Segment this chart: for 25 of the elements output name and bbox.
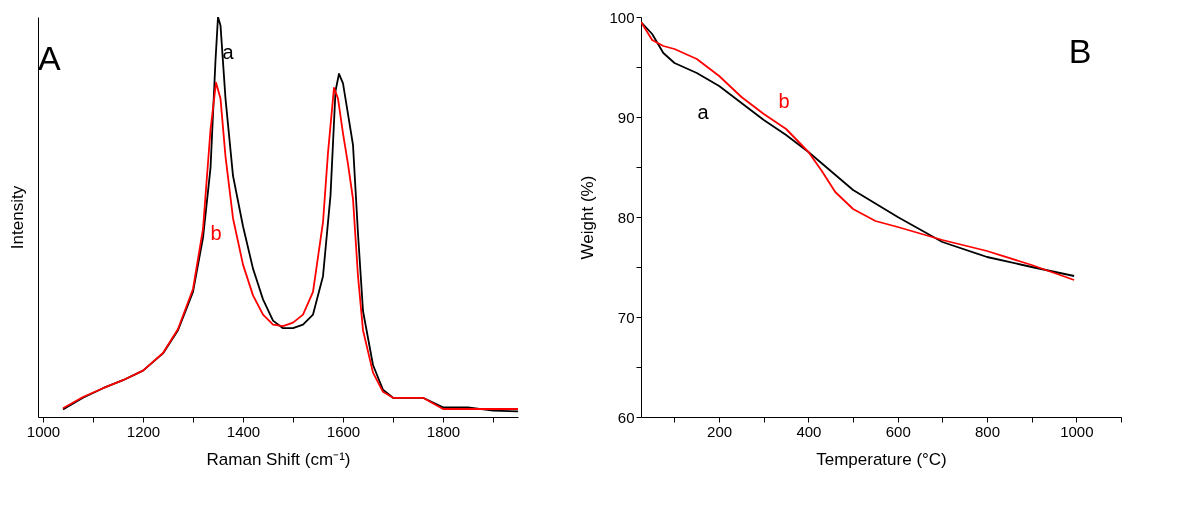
y-tick-label: 60 [617, 408, 635, 426]
x-tick-label: 1000 [26, 422, 61, 440]
y-tick-label: 70 [617, 308, 635, 326]
x-tick-label: 1800 [426, 422, 461, 440]
y-tick-label: 80 [617, 208, 635, 226]
y-tick-label: 100 [609, 8, 635, 26]
x-tick-label: 400 [796, 422, 822, 440]
x-tick-label: 1200 [126, 422, 161, 440]
x-axis-title: Raman Shift (cm⁻¹) [206, 449, 351, 469]
chart-title: B [1068, 32, 1092, 70]
x-tick-label: 1600 [326, 422, 361, 440]
text: A [38, 39, 61, 77]
y-axis-title: Intensity [7, 185, 27, 250]
series-label: a [697, 101, 710, 123]
series-label: a [222, 41, 235, 63]
x-tick-label: 1000 [1060, 422, 1094, 440]
y-axis-title: Weight (%) [578, 175, 598, 260]
x-axis-title: Temperature (°C) [816, 449, 947, 469]
series-label: b [778, 90, 790, 112]
x-tick-label: 600 [885, 422, 911, 440]
x-tick-label: 1400 [226, 422, 261, 440]
y-tick-label: 90 [617, 108, 635, 126]
series-label: b [210, 222, 222, 244]
x-tick-label: 800 [975, 422, 1001, 440]
x-tick-label: 200 [707, 422, 733, 440]
